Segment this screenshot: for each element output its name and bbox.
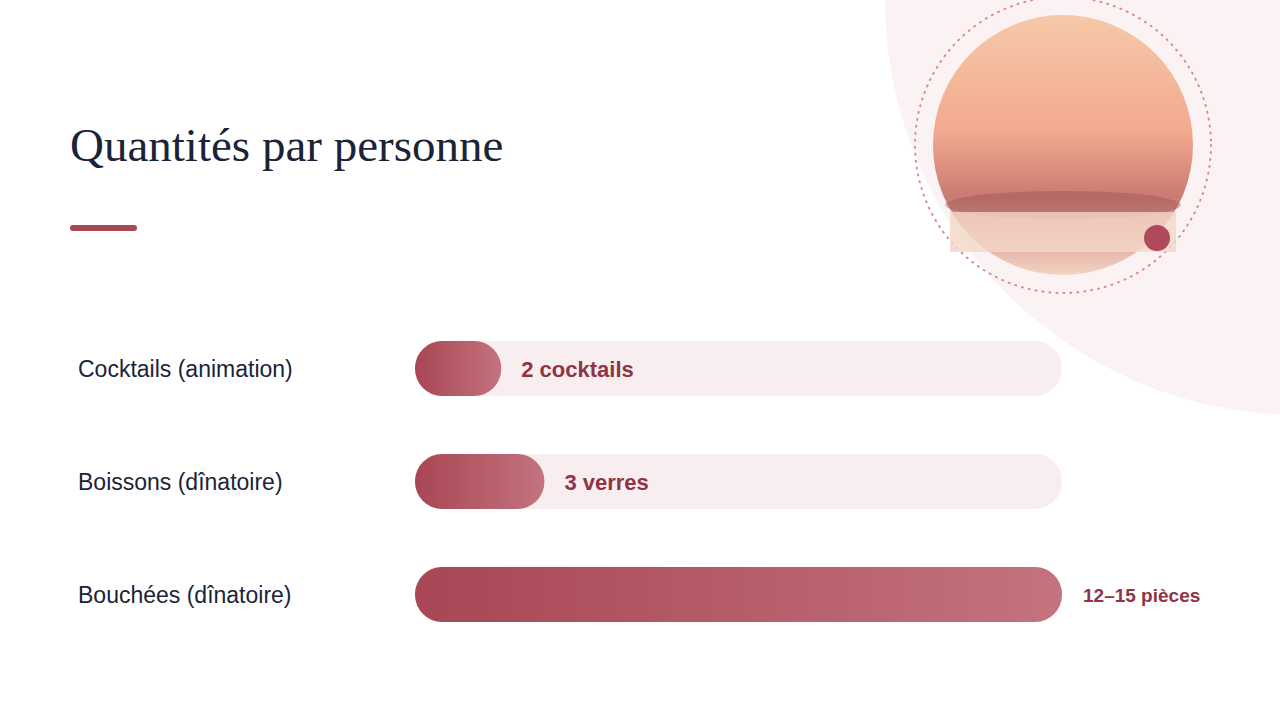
svg-text:Cocktails (animation): Cocktails (animation)	[78, 356, 293, 382]
svg-text:3 verres: 3 verres	[564, 470, 648, 495]
svg-text:Bouchées (dînatoire): Bouchées (dînatoire)	[78, 582, 292, 608]
svg-text:12–15 pièces: 12–15 pièces	[1083, 585, 1200, 606]
svg-text:2 cocktails: 2 cocktails	[521, 357, 634, 382]
html-text:Quantités par personne: Quantités par personne	[70, 119, 504, 171]
svg-text:Boissons (dînatoire): Boissons (dînatoire)	[78, 469, 283, 495]
